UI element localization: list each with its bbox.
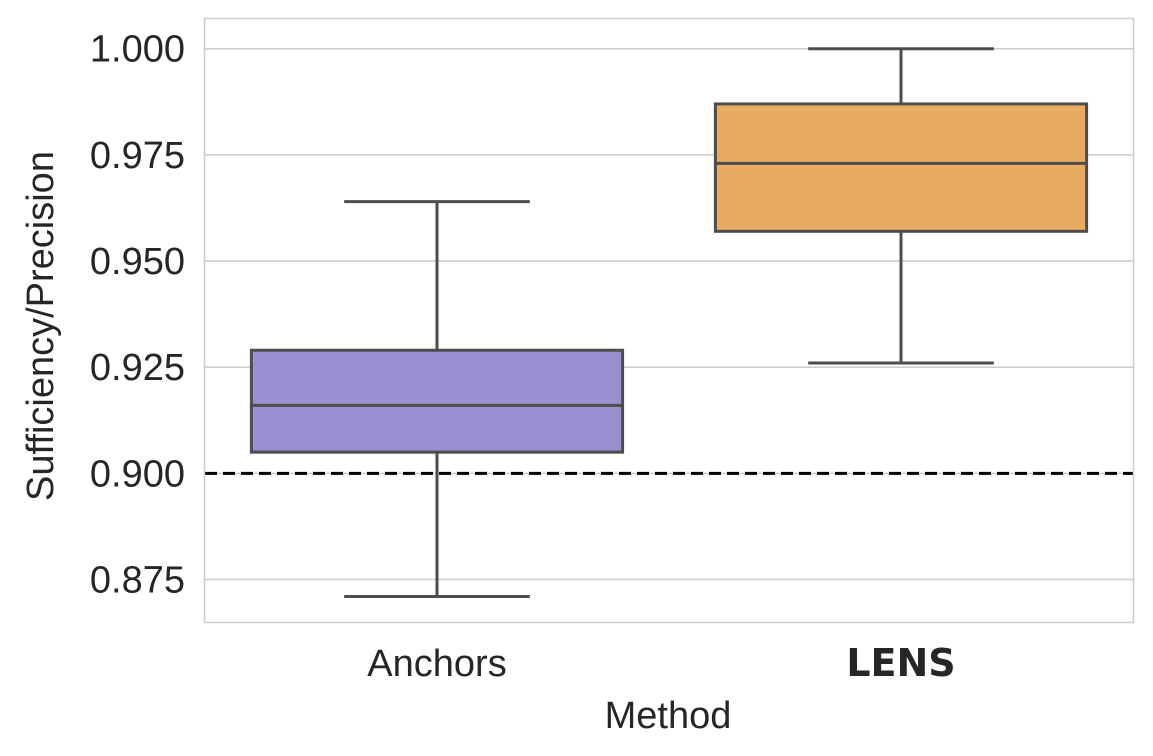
boxes — [249, 47, 1089, 599]
y-tick-label: 1.000 — [90, 29, 185, 71]
y-tick-label: 0.875 — [90, 560, 185, 602]
y-tick-label: 0.925 — [90, 347, 185, 389]
y-tick-label: 0.975 — [90, 135, 185, 177]
box-lens — [713, 47, 1089, 365]
x-tick-label-anchors: Anchors — [367, 643, 506, 685]
x-axis-label: Method — [605, 695, 732, 737]
y-axis-label: Sufficiency/Precision — [20, 151, 62, 501]
y-tick-labels: 0.875 0.900 0.925 0.950 0.975 1.000 — [90, 29, 185, 602]
y-tick-label: 0.900 — [90, 453, 185, 495]
box-anchors — [249, 200, 625, 599]
plot-frame — [203, 17, 1135, 624]
y-tick-label: 0.950 — [90, 241, 185, 283]
iqr-box — [249, 348, 625, 454]
iqr-box — [713, 102, 1089, 233]
x-tick-label-lens: LENS — [846, 641, 955, 685]
x-tick-labels: Anchors LENS — [367, 641, 955, 685]
